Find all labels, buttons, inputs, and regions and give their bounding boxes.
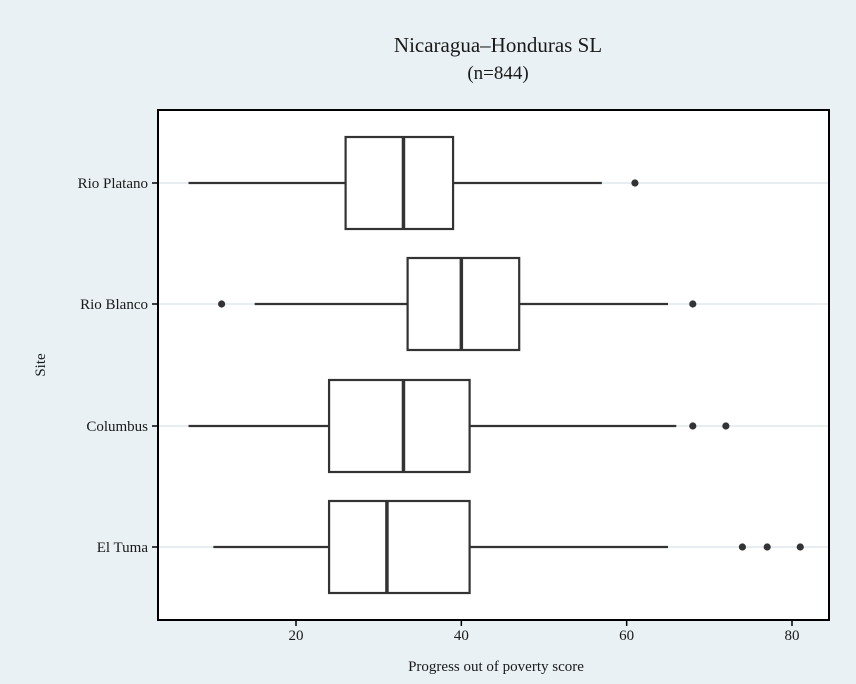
x-tick-label: 20 xyxy=(289,628,304,644)
plot-area xyxy=(158,110,829,620)
iqr-box xyxy=(327,378,471,474)
x-axis-label: Progress out of poverty score xyxy=(408,659,584,675)
chart-title: Nicaragua–Honduras SL xyxy=(394,33,602,57)
outlier-point xyxy=(738,543,747,551)
y-axis: Rio Platano Rio Blanco Columbus El Tuma xyxy=(78,176,158,556)
outlier-point xyxy=(689,300,697,308)
plot-frame xyxy=(157,109,830,621)
x-tick-label: 40 xyxy=(454,628,469,644)
iqr-box xyxy=(344,135,455,231)
boxplot-series xyxy=(188,135,804,595)
y-tick-label: El Tuma xyxy=(97,540,149,556)
iqr-box xyxy=(327,499,471,595)
y-tick-label: Rio Platano xyxy=(78,176,148,192)
outlier-point xyxy=(763,543,771,551)
outlier-point xyxy=(689,422,697,430)
box-rio-blanco xyxy=(218,256,697,352)
box-columbus xyxy=(188,378,730,474)
x-tick-label: 60 xyxy=(619,628,634,644)
y-tick-label: Rio Blanco xyxy=(80,297,148,313)
outlier-point xyxy=(722,422,730,430)
chart-subtitle: (n=844) xyxy=(467,63,528,84)
x-axis: 20 40 60 80 xyxy=(289,620,800,644)
iqr-box xyxy=(406,256,521,352)
y-axis-label: Site xyxy=(33,353,49,377)
outlier-point xyxy=(796,543,804,551)
x-tick-label: 80 xyxy=(785,628,800,644)
y-tick-label: Columbus xyxy=(86,419,148,435)
outlier-point xyxy=(631,179,639,187)
box-el-tuma xyxy=(213,499,804,595)
box-rio-platano xyxy=(188,135,639,231)
outlier-point xyxy=(218,300,226,308)
